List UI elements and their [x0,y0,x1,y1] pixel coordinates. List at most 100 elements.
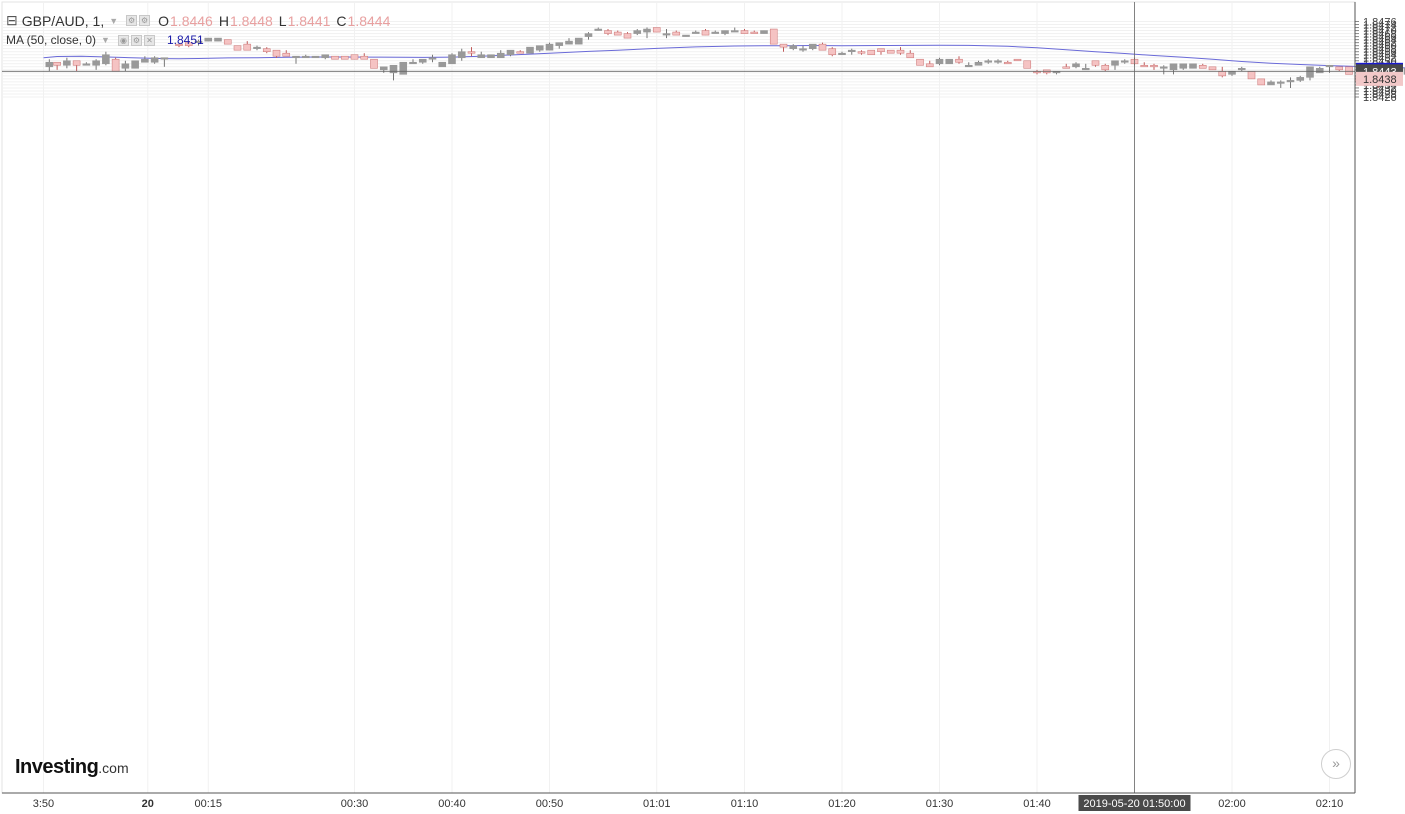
ma-label[interactable]: MA (50, close, 0) [6,33,97,47]
candle-up [1315,66,1324,74]
candle-body [808,43,817,49]
candle-down [184,41,193,48]
candle-body [1072,63,1080,68]
candle-body [243,43,252,51]
candle-up [1296,75,1305,82]
candle-body [253,46,261,49]
candle-body [691,31,700,34]
candle-up [1276,80,1285,88]
candle-body [418,58,427,63]
candle-down [272,49,281,58]
candle-down [111,57,120,72]
candle-down [867,49,876,56]
candle-up [711,30,720,34]
candle-down [1140,62,1149,68]
candle-down [1257,78,1266,86]
symbol-label[interactable]: GBP/AUD, 1, [21,12,105,29]
candle-body [613,31,622,36]
candle-down [331,55,339,60]
candle-body [1325,64,1334,68]
candle-down [72,60,81,72]
y-tick-label: 1.8452 [1363,53,1397,65]
candle-body [750,31,759,34]
candle-down [955,56,963,64]
y-tick-label: 1.8472 [1363,23,1397,35]
format-icon[interactable]: ⚙ [139,15,151,26]
candle-down [1208,66,1217,71]
candle-up [141,56,149,63]
candle-body [311,55,320,59]
candle-body [906,52,915,59]
candle-down [877,48,885,55]
candle-body [1228,71,1236,75]
candle-up [1267,80,1275,86]
low-value: 1.8441 [287,12,331,29]
candle-down [1345,66,1353,75]
x-tick-label: 02:00 [1218,798,1246,810]
settings-icon[interactable]: ⚙ [126,15,138,26]
collapse-icon[interactable]: ⊟ [6,12,18,28]
candle-body [516,51,525,54]
chevron-down-icon[interactable]: ▼ [109,15,119,26]
logo-main: Investing [15,756,99,778]
y-tick-label: 1.8462 [1363,38,1397,50]
settings-icon[interactable]: ⚙ [130,34,142,46]
candle-up [63,57,71,69]
candle-up [457,48,466,61]
candle-up [847,48,856,55]
y-tick-label: 1.8476 [1363,17,1397,29]
close-icon[interactable]: ✕ [143,34,155,46]
candle-body [1276,81,1285,84]
x-tick-label: 00:40 [438,798,466,810]
candle-up [428,54,437,63]
candle-body [467,51,476,54]
crosshair [2,2,1355,793]
candle-up [1228,71,1236,76]
y-tick-label: 1.8464 [1363,35,1397,47]
candle-body [272,49,281,57]
candle-body [1169,63,1178,71]
eye-icon[interactable]: ◉ [117,34,129,46]
candle-body [555,42,564,46]
candle-body [535,45,544,51]
x-tick-label: 20 [142,798,154,810]
symbol-legend: ⊟ GBP/AUD, 1, ▼ ⚙ ⚙ O 1.8446 H 1.8448 L 1.8… [6,12,391,29]
candle-up [1189,63,1197,69]
candle-body [1140,64,1149,68]
y-tick-label: 1.8466 [1363,32,1397,44]
candle-body [72,60,81,66]
candle-down [896,47,905,55]
candle-body [1257,78,1266,86]
candle-body [974,61,983,66]
chevron-down-icon[interactable]: ▼ [101,35,110,45]
candle-down [906,50,915,59]
candle-down [769,28,778,45]
candle-up [1286,77,1295,88]
candle-down [243,41,252,51]
candle-down [828,47,837,57]
candle-body [1081,68,1090,71]
candle-up [935,57,944,66]
candle-body [331,55,339,60]
candle-up [292,55,300,64]
last-price-label-bg [1356,71,1403,86]
y-tick-label: 1.8454 [1363,50,1397,62]
candle-body [194,40,203,43]
candle-down [175,43,183,48]
candle-body [799,48,807,51]
candle-down [1247,71,1256,80]
candle-down [1335,66,1344,72]
scroll-to-latest-button[interactable]: » [1321,749,1351,779]
candle-body [740,30,749,34]
candle-up [945,58,954,65]
candle-down [1218,66,1227,78]
candle-body [584,33,593,37]
plot-frame [1,1,1356,794]
candle-body [1296,77,1305,81]
candle-down [1003,60,1012,65]
candle-up [691,30,700,34]
candle-body [652,27,661,33]
candle-body [214,37,222,42]
candle-body [935,58,944,65]
